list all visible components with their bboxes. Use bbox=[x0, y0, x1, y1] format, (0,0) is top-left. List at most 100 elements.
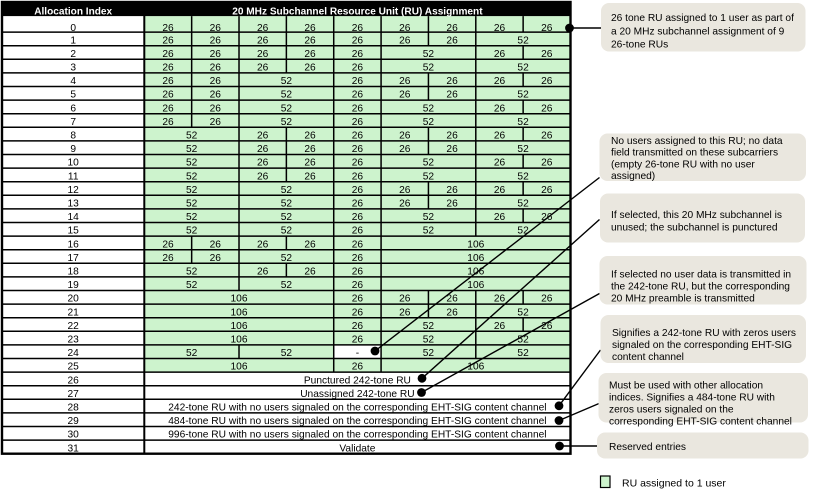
svg-text:26: 26 bbox=[541, 49, 553, 60]
svg-text:26: 26 bbox=[162, 90, 174, 101]
svg-text:26: 26 bbox=[257, 63, 269, 74]
svg-text:26: 26 bbox=[304, 49, 316, 60]
svg-text:26: 26 bbox=[494, 294, 506, 305]
svg-text:26: 26 bbox=[399, 131, 411, 142]
svg-text:26: 26 bbox=[352, 294, 364, 305]
svg-text:field transmitted on these sub: field transmitted on these subcarriers bbox=[611, 148, 778, 159]
svg-text:52: 52 bbox=[423, 63, 435, 74]
svg-text:26: 26 bbox=[210, 23, 222, 34]
svg-text:26: 26 bbox=[257, 267, 269, 278]
svg-text:52: 52 bbox=[423, 117, 435, 128]
svg-text:25: 25 bbox=[68, 362, 80, 373]
svg-text:26: 26 bbox=[352, 63, 364, 74]
svg-text:the 242-tone RU, but the corre: the 242-tone RU, but the corresponding bbox=[611, 282, 790, 293]
svg-text:26: 26 bbox=[210, 90, 222, 101]
svg-text:Allocation Index: Allocation Index bbox=[34, 7, 112, 18]
svg-text:26: 26 bbox=[162, 239, 174, 250]
svg-text:26: 26 bbox=[494, 185, 506, 196]
svg-text:Validate: Validate bbox=[339, 443, 375, 454]
svg-text:52: 52 bbox=[281, 212, 293, 223]
svg-text:7: 7 bbox=[70, 117, 76, 128]
svg-text:52: 52 bbox=[281, 348, 293, 359]
svg-text:9: 9 bbox=[70, 144, 76, 155]
svg-text:26: 26 bbox=[399, 144, 411, 155]
svg-text:26: 26 bbox=[446, 90, 458, 101]
svg-text:484-tone RU with no users sign: 484-tone RU with no users signaled on th… bbox=[168, 416, 546, 427]
svg-text:52: 52 bbox=[517, 35, 529, 46]
svg-text:26: 26 bbox=[352, 158, 364, 169]
svg-text:52: 52 bbox=[517, 144, 529, 155]
svg-text:52: 52 bbox=[517, 348, 529, 359]
svg-text:8: 8 bbox=[70, 131, 76, 142]
svg-text:26: 26 bbox=[162, 76, 174, 87]
svg-text:-: - bbox=[356, 348, 359, 359]
svg-text:26: 26 bbox=[446, 76, 458, 87]
svg-text:19: 19 bbox=[68, 280, 80, 291]
svg-text:23: 23 bbox=[68, 335, 80, 346]
svg-text:52: 52 bbox=[186, 280, 198, 291]
svg-text:26: 26 bbox=[352, 103, 364, 114]
svg-text:52: 52 bbox=[186, 199, 198, 210]
svg-text:26: 26 bbox=[352, 185, 364, 196]
svg-text:26: 26 bbox=[494, 103, 506, 114]
svg-text:26: 26 bbox=[399, 76, 411, 87]
svg-text:5: 5 bbox=[70, 90, 76, 101]
svg-text:52: 52 bbox=[281, 103, 293, 114]
svg-text:52: 52 bbox=[281, 253, 293, 264]
svg-text:Unassigned 242-tone RU: Unassigned 242-tone RU bbox=[300, 389, 414, 400]
svg-text:52: 52 bbox=[186, 267, 198, 278]
svg-text:52: 52 bbox=[517, 307, 529, 318]
svg-text:20 MHz preamble is transmitted: 20 MHz preamble is transmitted bbox=[611, 294, 755, 305]
svg-text:52: 52 bbox=[517, 335, 529, 346]
svg-text:26: 26 bbox=[541, 76, 553, 87]
svg-text:content channel: content channel bbox=[612, 352, 684, 363]
svg-text:26: 26 bbox=[352, 212, 364, 223]
svg-text:26: 26 bbox=[162, 23, 174, 34]
svg-text:52: 52 bbox=[281, 199, 293, 210]
svg-text:26: 26 bbox=[162, 35, 174, 46]
svg-text:18: 18 bbox=[68, 267, 80, 278]
svg-text:52: 52 bbox=[423, 171, 435, 182]
svg-text:26: 26 bbox=[257, 158, 269, 169]
svg-text:26: 26 bbox=[494, 23, 506, 34]
svg-text:52: 52 bbox=[423, 335, 435, 346]
svg-text:26: 26 bbox=[304, 158, 316, 169]
svg-text:106: 106 bbox=[231, 321, 248, 332]
svg-text:26: 26 bbox=[541, 294, 553, 305]
svg-text:corresponding EHT-SIG content: corresponding EHT-SIG content channel bbox=[609, 417, 792, 428]
svg-text:indices. Signifies a 484-tone: indices. Signifies a 484-tone RU with bbox=[609, 392, 775, 403]
svg-text:52: 52 bbox=[186, 226, 198, 237]
svg-text:RU assigned to 1 user: RU assigned to 1 user bbox=[622, 478, 726, 490]
svg-text:26: 26 bbox=[257, 131, 269, 142]
svg-text:106: 106 bbox=[467, 362, 484, 373]
svg-text:26: 26 bbox=[352, 307, 364, 318]
svg-text:106: 106 bbox=[231, 294, 248, 305]
svg-text:26: 26 bbox=[541, 158, 553, 169]
svg-text:52: 52 bbox=[281, 90, 293, 101]
svg-text:26: 26 bbox=[257, 144, 269, 155]
svg-text:52: 52 bbox=[517, 226, 529, 237]
svg-text:1: 1 bbox=[70, 35, 76, 46]
svg-text:52: 52 bbox=[517, 63, 529, 74]
svg-text:26: 26 bbox=[304, 23, 316, 34]
svg-text:26: 26 bbox=[494, 158, 506, 169]
svg-text:6: 6 bbox=[70, 103, 76, 114]
svg-text:52: 52 bbox=[281, 76, 293, 87]
svg-text:26: 26 bbox=[352, 239, 364, 250]
svg-text:26: 26 bbox=[446, 23, 458, 34]
svg-text:26: 26 bbox=[494, 212, 506, 223]
svg-text:0: 0 bbox=[70, 23, 76, 34]
svg-text:26: 26 bbox=[162, 253, 174, 264]
svg-text:16: 16 bbox=[68, 239, 80, 250]
svg-text:26: 26 bbox=[399, 185, 411, 196]
svg-text:52: 52 bbox=[423, 348, 435, 359]
svg-text:26: 26 bbox=[257, 35, 269, 46]
svg-text:signaled on the corresponding: signaled on the corresponding EHT-SIG bbox=[612, 340, 792, 351]
svg-text:11: 11 bbox=[68, 171, 79, 182]
svg-text:assigned): assigned) bbox=[611, 171, 655, 182]
svg-text:52: 52 bbox=[186, 131, 198, 142]
svg-text:26: 26 bbox=[352, 144, 364, 155]
svg-text:26: 26 bbox=[399, 90, 411, 101]
svg-text:26 tone RU assigned to 1 user: 26 tone RU assigned to 1 user as part of bbox=[611, 13, 794, 24]
svg-text:26: 26 bbox=[352, 35, 364, 46]
